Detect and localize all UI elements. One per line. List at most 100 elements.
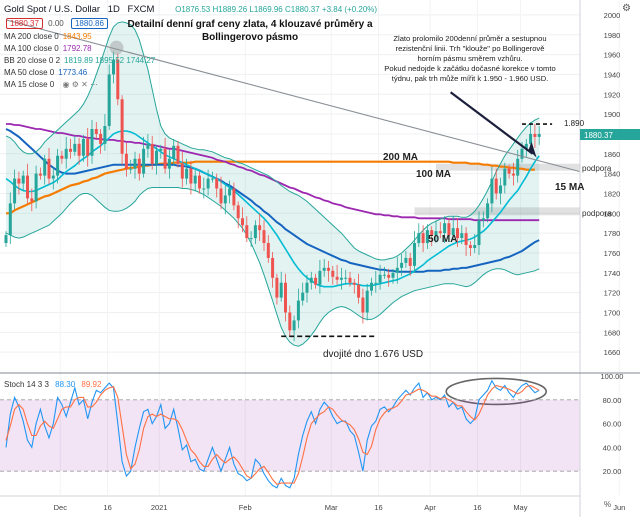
last-price-marker <box>580 129 640 140</box>
candle-body <box>296 300 300 321</box>
candle-body <box>155 150 158 164</box>
stoch-overbought-highlight <box>445 377 548 406</box>
candle-body <box>176 145 180 164</box>
more-icon[interactable]: ⋯ <box>90 80 99 89</box>
stoch-y-tick-label: 100.00 <box>601 372 624 381</box>
y-tick-label: 1740 <box>604 269 621 278</box>
series-line-bb-lower <box>5 187 540 347</box>
candle-body <box>327 267 330 271</box>
candle-body <box>107 74 111 127</box>
y-tick-label: 2000 <box>604 11 621 20</box>
candle-body <box>404 257 408 263</box>
candle-body <box>210 178 214 180</box>
candle-body <box>8 203 12 236</box>
stochastic-panel <box>0 379 580 489</box>
candle-body <box>503 168 507 186</box>
candle-body <box>344 277 348 279</box>
eye-icon[interactable]: ◉ <box>62 80 70 89</box>
log-scale-toggle[interactable]: % <box>604 500 612 509</box>
indicator-ma15[interactable]: MA 15 close 0 ◉ ⚙ ✕ ⋯ <box>4 80 98 89</box>
stoch-y-tick-label: 40.00 <box>603 443 622 452</box>
candle-body <box>279 282 283 298</box>
x-tick-label: May <box>513 503 527 512</box>
candle-body <box>447 223 451 236</box>
candle-body <box>443 223 447 234</box>
candle-body <box>348 277 352 283</box>
candle-body <box>395 267 399 273</box>
candle-body <box>133 158 137 169</box>
y-tick-label: 1660 <box>604 348 621 357</box>
candle-body <box>26 175 29 199</box>
candle-body <box>146 143 150 149</box>
series-line-ma-200 <box>6 160 535 215</box>
candle-body <box>430 230 434 236</box>
candle-body <box>266 243 270 258</box>
label-target: 1.890 <box>564 119 585 128</box>
candle-body <box>434 231 438 236</box>
candle-body <box>60 155 64 159</box>
candle-body <box>103 126 107 144</box>
stoch-header[interactable]: Stoch 14 3 3 88.30 89.92 <box>4 380 101 389</box>
moving-averages <box>5 21 540 347</box>
note-line-1: Zlato prolomilo 200denní průměr a sestup… <box>393 34 546 43</box>
candle-body <box>258 225 262 231</box>
indicator-bb[interactable]: BB 20 close 0 2 1819.89 1895.52 1744.27 <box>4 56 155 65</box>
indicator-ma200[interactable]: MA 200 close 0 1843.95 <box>4 32 92 41</box>
label-support-2: podpora <box>582 209 612 218</box>
y-tick-label: 1860 <box>604 150 621 159</box>
candle-body <box>163 148 167 169</box>
symbol-header: Gold Spot / U.S. Dollar 1D FXCM O1876.53… <box>4 4 377 15</box>
candle-body <box>38 173 42 176</box>
candle-body <box>318 270 322 285</box>
candle-body <box>90 128 94 156</box>
candle-body <box>94 128 98 134</box>
ask-button[interactable]: 1880.86 <box>70 18 108 29</box>
y-tick-label: 1720 <box>604 289 621 298</box>
candle-body <box>81 138 85 156</box>
last-price-label: 1880.37 <box>584 131 613 140</box>
candle-body <box>198 175 201 189</box>
candle-body <box>490 178 494 204</box>
candle-body <box>421 233 425 244</box>
candle-body <box>219 188 223 204</box>
x-tick-label: Feb <box>239 503 252 512</box>
candle-body <box>408 257 412 266</box>
candle-body <box>56 155 60 176</box>
x-tick-label: 2021 <box>151 503 168 512</box>
y-tick-label: 1780 <box>604 229 621 238</box>
candle-body <box>99 133 103 144</box>
close-icon[interactable]: ✕ <box>81 80 88 89</box>
candle-body <box>245 225 249 239</box>
indicator-ma50[interactable]: MA 50 close 0 1773.46 <box>4 68 87 77</box>
interval[interactable]: 1D <box>107 4 120 15</box>
candle-body <box>142 148 146 174</box>
label-100-ma: 100 MA <box>416 169 451 180</box>
candle-body <box>30 198 34 202</box>
settings-icon[interactable]: ⚙ <box>71 80 79 89</box>
note-line-2: rezistenční linii. Trh "klouže" po Bolli… <box>396 44 545 53</box>
candle-body <box>352 282 356 285</box>
candle-body <box>391 272 395 278</box>
settings-gear-icon[interactable]: ⚙ <box>622 3 631 14</box>
candle-body <box>361 297 365 313</box>
indicator-label: MA 15 close 0 <box>4 80 55 89</box>
ohlc-values: O1876.53 H1889.26 L1869.96 C1880.37 +3.8… <box>175 5 378 14</box>
symbol-title[interactable]: Gold Spot / U.S. Dollar <box>4 4 101 15</box>
stoch-label: Stoch 14 3 3 <box>4 380 49 389</box>
candle-body <box>322 267 326 271</box>
stoch-band-fill <box>0 399 580 472</box>
descending-resistance-line <box>5 19 581 173</box>
candle-body <box>159 148 163 151</box>
bid-button[interactable]: 1880.37 <box>6 18 43 29</box>
candle-body <box>236 205 240 219</box>
candle-body <box>185 168 189 179</box>
candle-body <box>301 292 305 301</box>
note-line-4: Pokud nedojde k začátku dočasné korekce … <box>384 64 555 73</box>
candle-body <box>533 133 537 137</box>
candle-body <box>172 145 176 159</box>
candle-body <box>249 238 253 240</box>
indicator-label: MA 200 close 0 <box>4 32 59 41</box>
candle-body <box>288 312 292 331</box>
indicator-ma100[interactable]: MA 100 close 0 1792.78 <box>4 44 92 53</box>
